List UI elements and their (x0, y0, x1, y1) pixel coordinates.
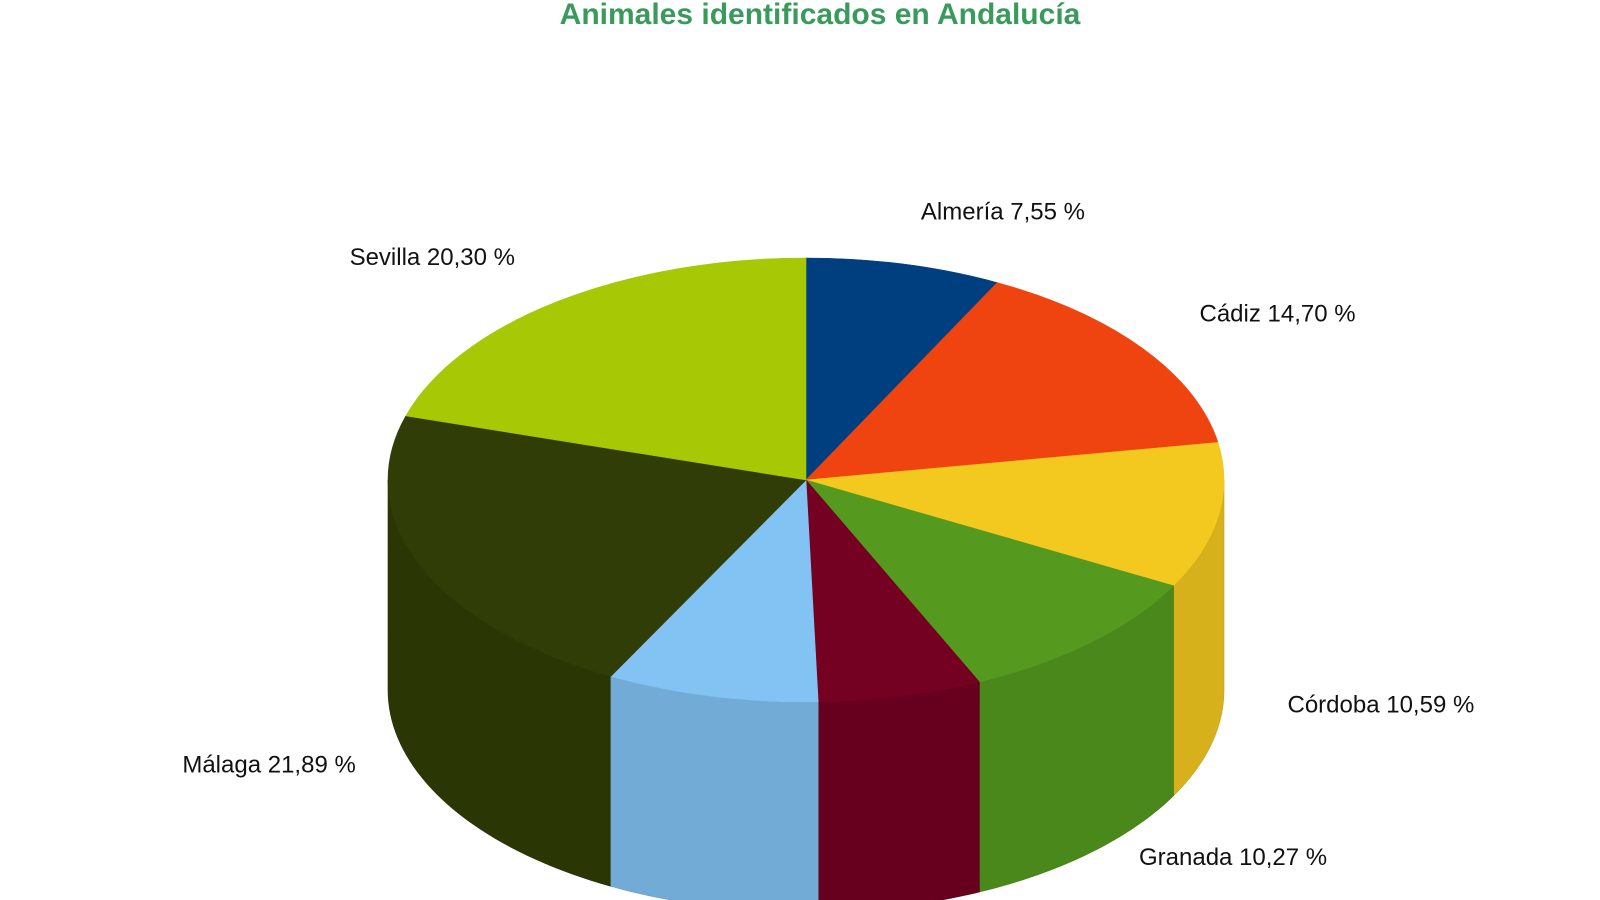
pie-slice-sevilla (405, 257, 807, 481)
pie-slice-cádiz (805, 282, 1219, 481)
pie-side-huelva (817, 681, 980, 900)
slice-label-córdoba: Córdoba 10,59 % (1288, 692, 1475, 719)
pie-slice-huelva (805, 479, 980, 703)
pie-slice-jaén (610, 479, 819, 703)
pie-slice-granada (805, 479, 1175, 683)
pie-sides (387, 479, 1225, 900)
pie-slice-almería (805, 257, 998, 481)
slice-label-granada: Granada 10,27 % (1139, 844, 1327, 871)
pie-labels: Almería 7,55 % Cádiz 14,70 % Córdoba 10,59… (182, 199, 1475, 871)
chart-title: Animales identificados en Andalucía (560, 0, 1081, 31)
pie-slice-córdoba (805, 442, 1225, 587)
slice-label-sevilla: Sevilla 20,30 % (350, 244, 515, 271)
pie-slice-málaga (387, 415, 807, 677)
slice-label-málaga: Málaga 21,89 % (182, 751, 355, 778)
pie-side-jaén (610, 675, 819, 900)
slice-label-almería: Almería 7,55 % (921, 199, 1085, 226)
pie-top (387, 257, 1225, 703)
slice-label-cádiz: Cádiz 14,70 % (1200, 301, 1356, 328)
